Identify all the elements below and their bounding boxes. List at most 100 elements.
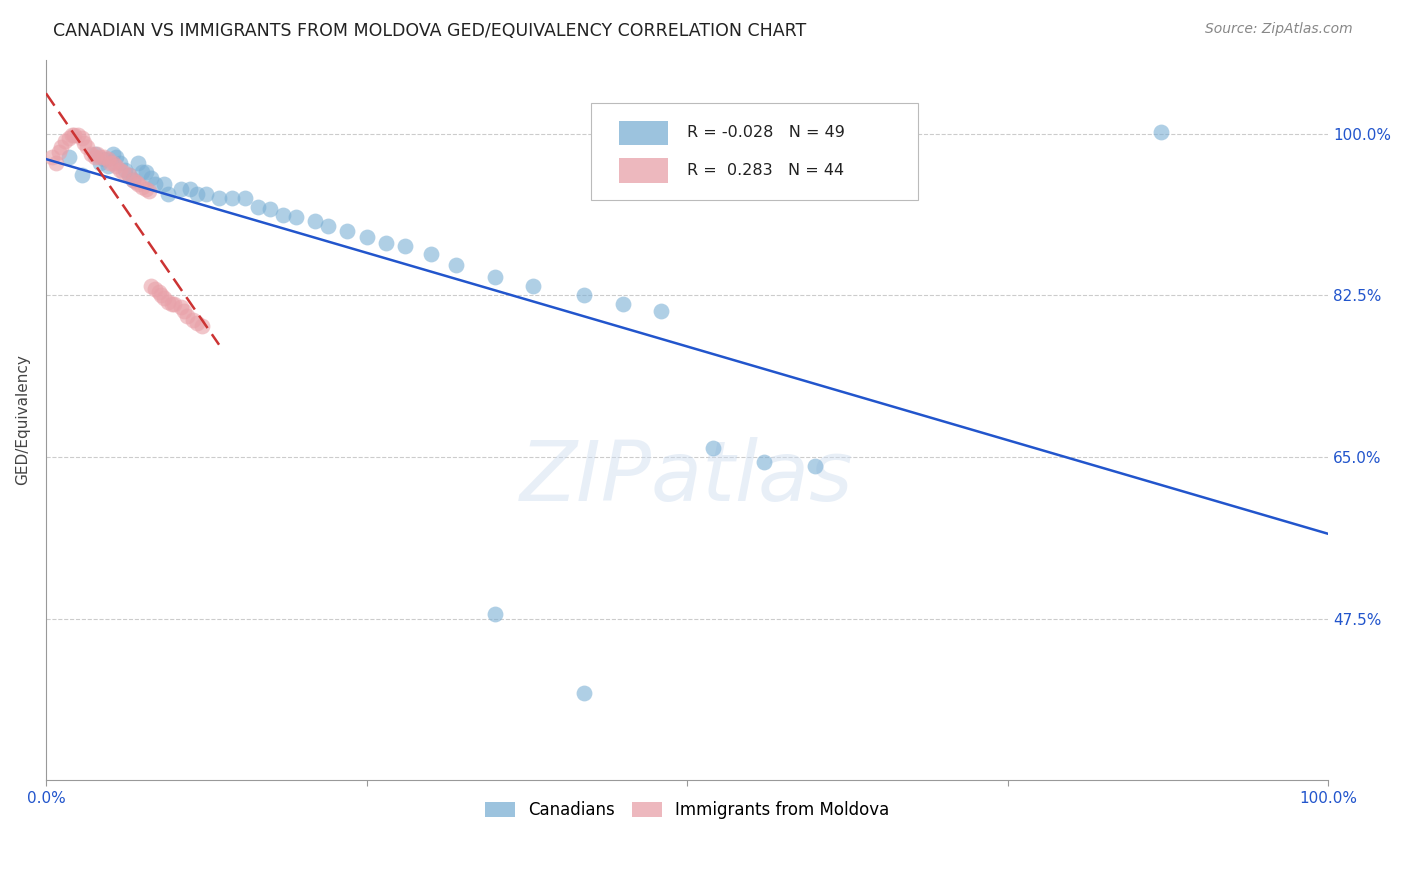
Point [70,168,93,182]
Point [131,180,153,194]
Point [374,235,396,250]
Point [131,165,153,179]
Point [53,134,76,148]
Point [169,182,191,196]
Point [86,146,108,161]
Point [118,168,141,182]
Point [191,318,214,333]
Point [89,150,111,164]
Point [63,128,86,143]
Bar [619,159,668,183]
Point [208,191,231,205]
Point [83,146,105,161]
Point [336,223,359,237]
Point [93,150,115,164]
Point [73,136,96,150]
Point [259,202,281,217]
Point [45,156,67,170]
Point [179,182,201,196]
Point [522,279,544,293]
Point [89,156,111,170]
Point [752,454,775,468]
Point [271,208,294,222]
Point [110,163,132,178]
Point [186,316,208,330]
Point [176,310,198,324]
Text: R = -0.028   N = 49: R = -0.028 N = 49 [688,125,845,140]
Point [41,150,63,164]
Point [66,128,89,143]
Point [183,313,205,327]
Legend: Canadians, Immigrants from Moldova: Canadians, Immigrants from Moldova [478,795,896,826]
Point [143,178,166,192]
Point [153,291,176,305]
Point [60,128,83,143]
Point [702,441,724,455]
Point [114,163,136,178]
Point [105,159,128,173]
Point [127,156,149,170]
Text: ZIPatlas: ZIPatlas [520,437,853,518]
Point [118,168,141,182]
Point [122,172,145,186]
Point [80,146,103,161]
Point [186,186,208,201]
Point [135,165,157,179]
Point [316,219,339,233]
Point [394,239,416,253]
Point [484,269,506,284]
FancyBboxPatch shape [591,103,918,200]
Point [446,258,468,272]
Point [163,297,186,311]
Point [156,294,179,309]
Point [195,186,218,201]
Point [98,156,121,170]
Point [169,300,191,314]
Text: CANADIAN VS IMMIGRANTS FROM MOLDOVA GED/EQUIVALENCY CORRELATION CHART: CANADIAN VS IMMIGRANTS FROM MOLDOVA GED/… [53,22,807,40]
Point [101,156,124,170]
Point [58,150,80,164]
Point [51,140,73,154]
Point [173,304,195,318]
Point [484,607,506,621]
Y-axis label: GED/Equivalency: GED/Equivalency [15,354,30,485]
Point [127,178,149,192]
Text: Source: ZipAtlas.com: Source: ZipAtlas.com [1205,22,1353,37]
Point [139,170,162,185]
Bar [619,120,668,145]
Point [148,285,170,300]
Point [285,210,308,224]
Point [153,178,176,192]
Point [221,191,243,205]
Point [304,214,326,228]
Point [122,172,145,186]
Point [156,186,179,201]
Point [96,153,118,167]
Point [111,165,134,179]
Point [48,145,70,159]
Point [574,685,596,699]
Point [356,230,378,244]
Point [246,201,269,215]
Point [612,297,634,311]
Point [93,153,115,167]
Point [125,175,148,189]
Text: R =  0.283   N = 44: R = 0.283 N = 44 [688,163,844,178]
Point [233,191,256,205]
Point [574,288,596,302]
Point [139,279,162,293]
Point [650,304,672,318]
Point [110,156,132,170]
Point [135,182,157,196]
Point [70,131,93,145]
Point [1150,125,1173,139]
Point [804,459,827,474]
Point [143,282,166,296]
Point [101,146,124,161]
Point [83,150,105,164]
Point [138,184,160,198]
Point [419,246,441,260]
Point [150,288,173,302]
Point [76,140,98,154]
Point [160,297,183,311]
